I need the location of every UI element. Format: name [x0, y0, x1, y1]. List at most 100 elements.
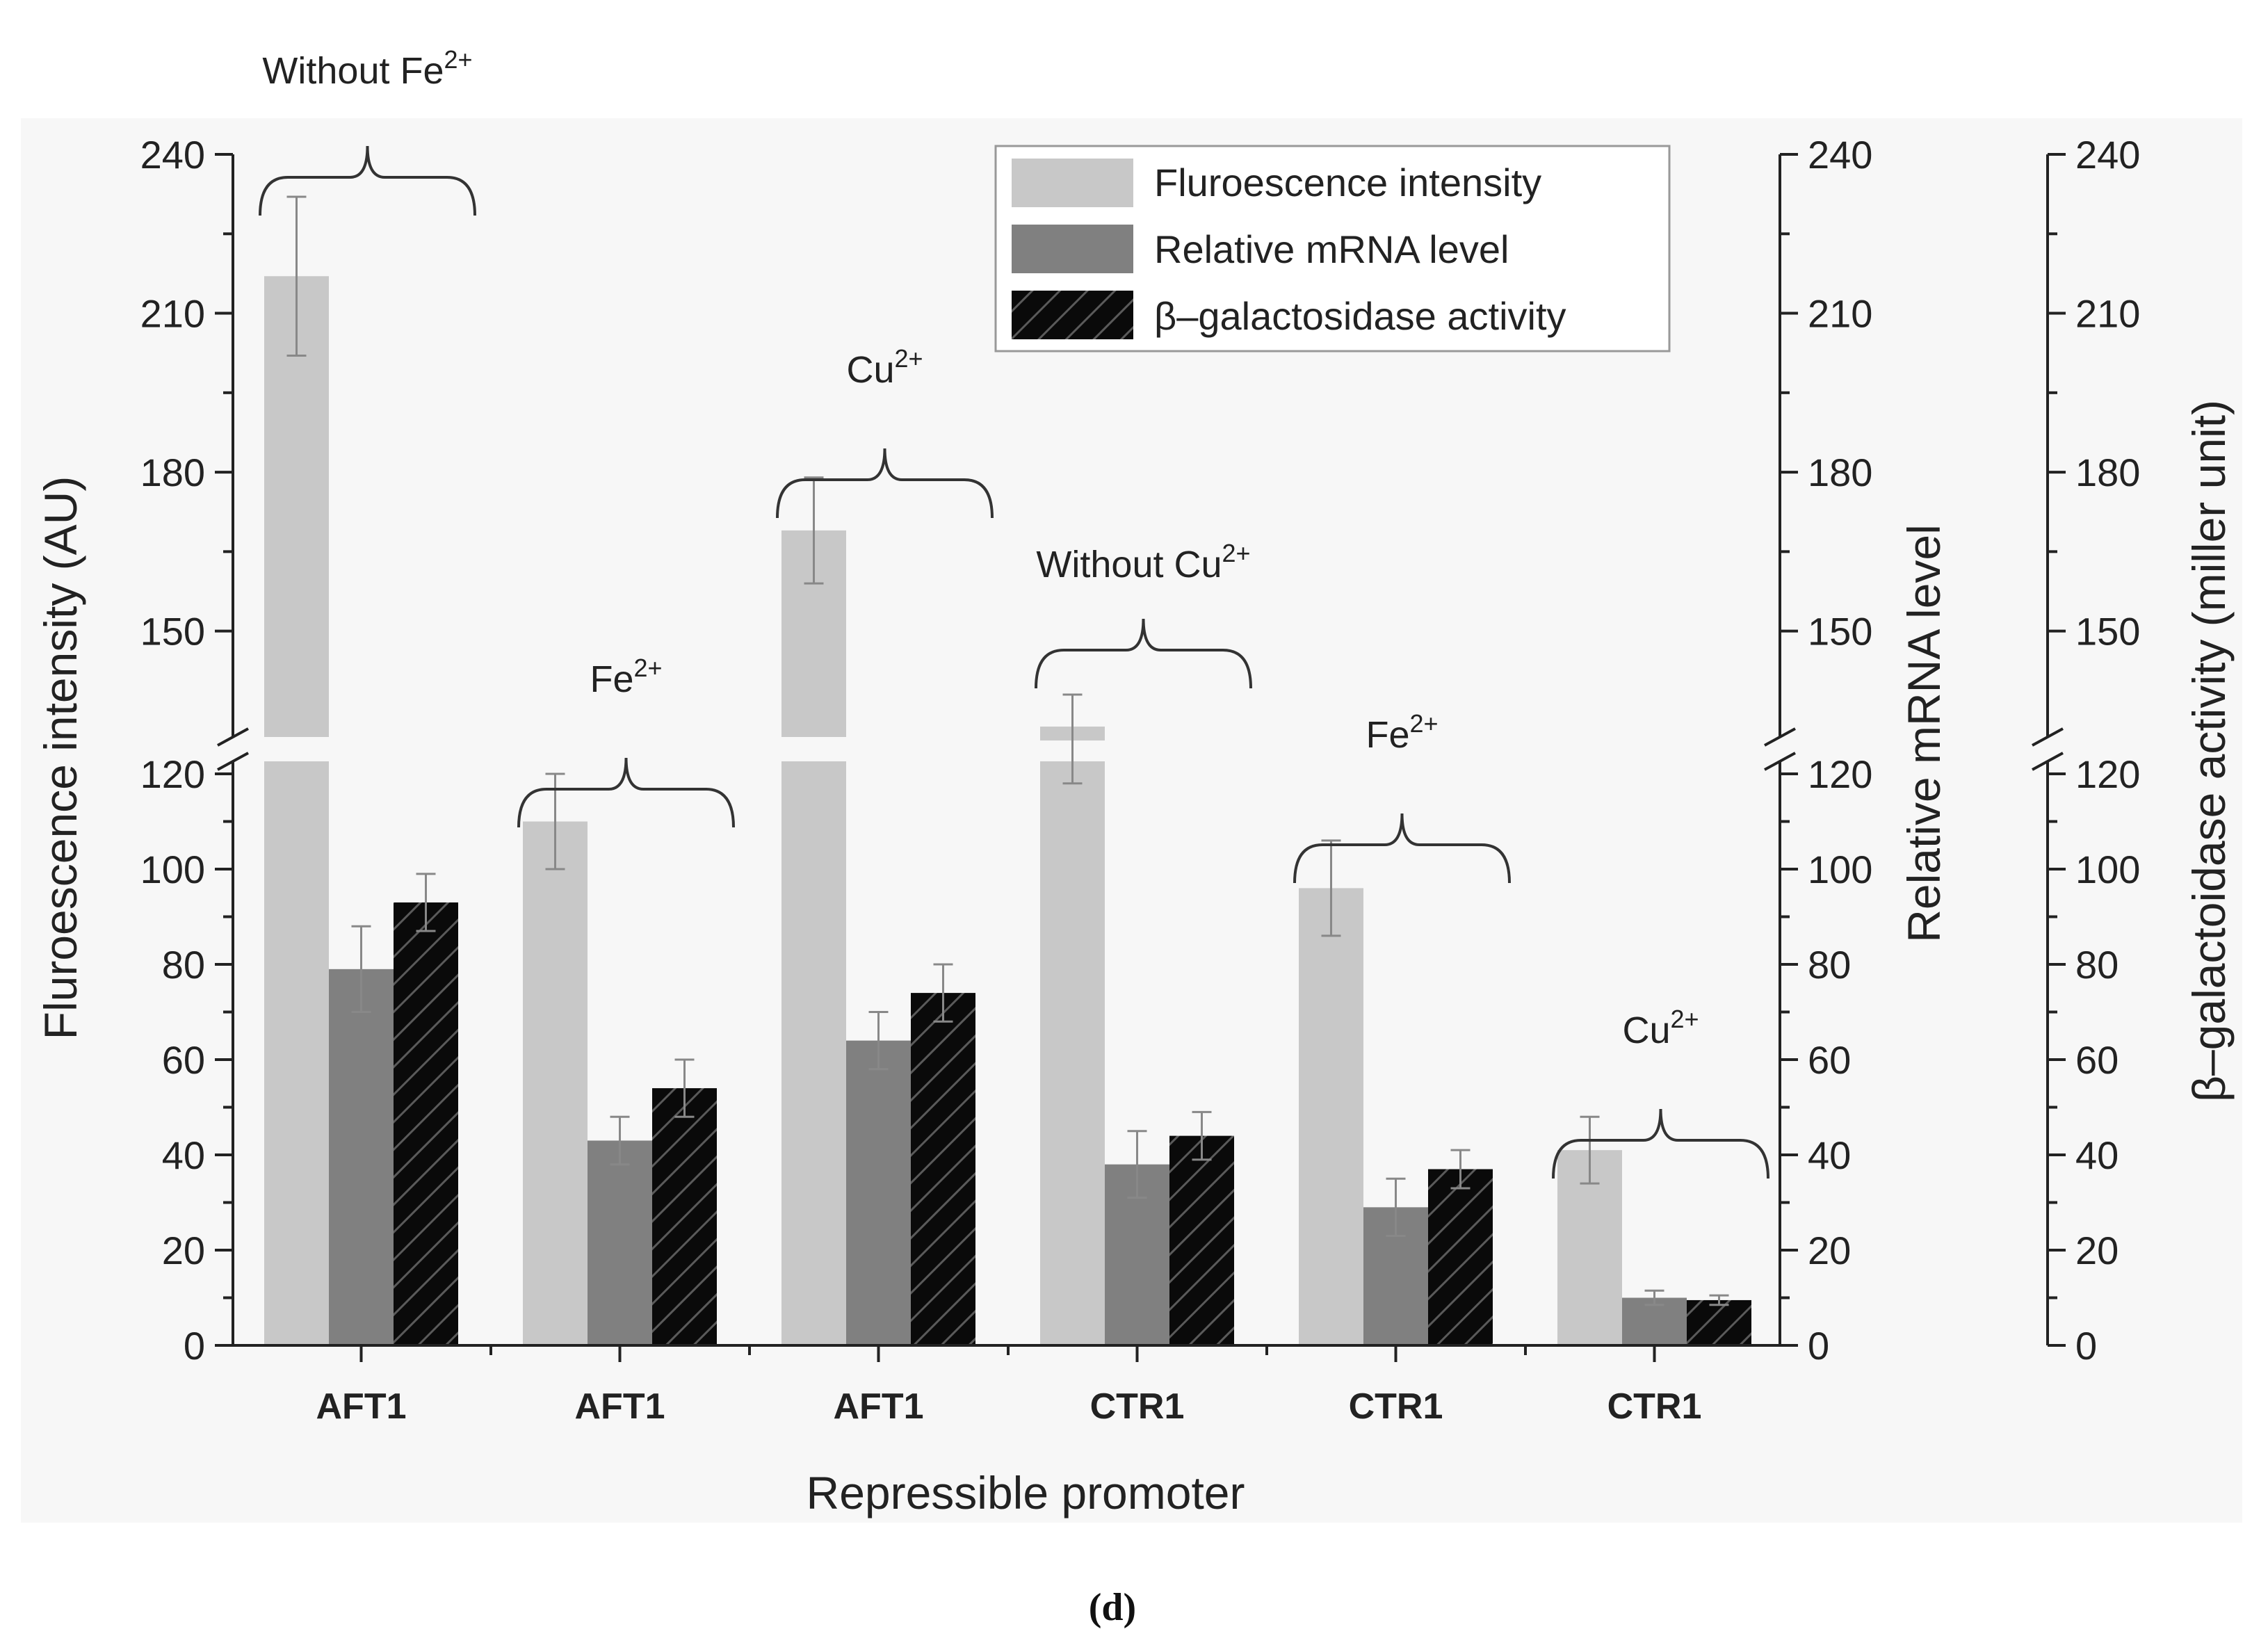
legend-label-fluorescence: Fluroescence intensity: [1154, 161, 1541, 204]
x-tick-label-2: AFT1: [575, 1386, 665, 1427]
legend: Fluroescence intensity Relative mRNA lev…: [994, 145, 1671, 353]
annotation-label-3: Cu2+: [846, 344, 923, 391]
y-tick-label-right-bgal: 0: [2075, 1324, 2097, 1368]
legend-label-bgal: β–galactosidase activity: [1154, 294, 1566, 338]
y-tick-label-right-mrna: 120: [1808, 752, 1872, 796]
annotation-label-2: Fe2+: [590, 654, 662, 700]
bar-bgal-3: [911, 993, 975, 1345]
error-bar-mrna-5: [1386, 1177, 1406, 1237]
y-tick-label-right-mrna: 180: [1808, 451, 1872, 494]
error-bar-bgal-1: [416, 873, 436, 932]
y-tick-label-right-bgal: 120: [2075, 752, 2140, 796]
bar-bgal-6: [1687, 1299, 1751, 1345]
bar-bgal-5: [1428, 1169, 1493, 1345]
annotation-bracket-1: [259, 145, 476, 216]
annotation-label-1: Without Fe2+: [262, 45, 472, 92]
annotation-bracket-2: [517, 757, 735, 828]
bar-bgal-2: [652, 1088, 717, 1345]
y-tick-label-left: 100: [140, 848, 205, 891]
y-axis-right-mrna: [1764, 153, 1798, 1347]
y-tick-label-right-bgal: 240: [2075, 133, 2140, 177]
bar-fluorescence-5: [1299, 888, 1363, 1345]
bar-mrna-1: [329, 969, 394, 1345]
y-tick-label-right-bgal: 180: [2075, 451, 2140, 494]
error-bar-fluorescence-6: [1580, 1115, 1600, 1185]
y-tick-label-left: 180: [140, 451, 205, 494]
error-bar-fluorescence-1: [286, 195, 307, 357]
legend-label-mrna: Relative mRNA level: [1154, 227, 1509, 271]
bar-mrna-2: [588, 1140, 652, 1345]
error-bar-mrna-1: [351, 925, 371, 1013]
bars-layer: [264, 276, 1751, 1345]
y-tick-label-right-bgal: 210: [2075, 292, 2140, 336]
y-tick-label-right-mrna: 20: [1808, 1229, 1851, 1272]
annotation-bracket-4: [1035, 618, 1252, 689]
y-tick-label-left: 80: [162, 943, 205, 987]
error-bar-mrna-2: [610, 1115, 630, 1166]
x-tick-label-4: CTR1: [1090, 1386, 1185, 1427]
bar-fluorescence-1-lower: [264, 761, 329, 1345]
annotation-label-4: Without Cu2+: [1036, 539, 1250, 585]
y-tick-label-left: 120: [140, 752, 205, 796]
y-tick-label-right-bgal: 80: [2075, 943, 2119, 987]
error-bar-bgal-4: [1192, 1110, 1212, 1161]
y-tick-label-left: 20: [162, 1229, 205, 1272]
y-tick-label-right-bgal: 150: [2075, 610, 2140, 654]
bar-fluorescence-2: [523, 821, 588, 1345]
y-tick-label-right-mrna: 150: [1808, 610, 1872, 654]
annotation-bracket-3: [776, 448, 994, 519]
y-tick-label-left: 210: [140, 292, 205, 336]
annotation-label-5: Fe2+: [1366, 709, 1438, 756]
annotation-layer: Without Fe2+ Fe2+ Cu2+ Without Cu2+ Fe2+ Cu2+: [259, 45, 1769, 1179]
y-tick-label-right-mrna: 210: [1808, 292, 1872, 336]
error-bar-bgal-5: [1450, 1149, 1471, 1190]
y-axis-left: [215, 153, 249, 1347]
y-tick-label-right-bgal: 20: [2075, 1229, 2119, 1272]
y-tick-label-right-bgal: 100: [2075, 848, 2140, 891]
legend-swatch-mrna: [1012, 225, 1133, 273]
y-tick-label-right-mrna: 80: [1808, 943, 1851, 987]
axes-layer: AFT1 AFT1 AFT1 CTR1 CTR1 CTR1 0 20 40 60 80 100 120 1…: [140, 133, 2141, 1427]
x-tick-label-5: CTR1: [1349, 1386, 1443, 1427]
y-tick-label-left: 150: [140, 610, 205, 654]
annotation-label-6: Cu2+: [1622, 1005, 1699, 1051]
figure-caption: (d): [1089, 1586, 1136, 1629]
x-tick-label-1: AFT1: [316, 1386, 407, 1427]
y-tick-label-right-mrna: 60: [1808, 1038, 1851, 1082]
bar-mrna-3: [846, 1040, 911, 1345]
bar-fluorescence-4-lower: [1040, 761, 1105, 1345]
error-bar-mrna-4: [1127, 1130, 1147, 1199]
y-axis-title-right-mrna: Relative mRNA level: [1898, 524, 1950, 943]
y-axis-right-bgal: [2032, 153, 2066, 1347]
error-bar-fluorescence-5: [1321, 839, 1341, 937]
legend-swatch-fluorescence: [1012, 159, 1133, 207]
y-tick-label-right-mrna: 40: [1808, 1133, 1851, 1177]
y-tick-label-left: 0: [184, 1324, 205, 1368]
x-tick-label-6: CTR1: [1607, 1386, 1702, 1427]
y-tick-label-right-mrna: 240: [1808, 133, 1872, 177]
y-tick-label-right-bgal: 40: [2075, 1133, 2119, 1177]
y-axis-title-right-bgal: β–galactoidase activity (miller unit): [2183, 400, 2235, 1102]
y-tick-label-right-bgal: 60: [2075, 1038, 2119, 1082]
x-axis: [233, 1344, 1780, 1362]
x-tick-label-3: AFT1: [834, 1386, 924, 1427]
error-bar-mrna-3: [868, 1011, 889, 1071]
y-tick-label-left: 60: [162, 1038, 205, 1082]
y-tick-label-right-mrna: 0: [1808, 1324, 1829, 1368]
annotation-bracket-6: [1552, 1108, 1769, 1179]
error-bar-bgal-2: [674, 1058, 695, 1118]
x-axis-title: Repressible promoter: [807, 1467, 1245, 1519]
bar-bgal-4: [1169, 1135, 1234, 1345]
error-bars-layer: [286, 195, 1729, 1306]
bar-bgal-1: [394, 902, 458, 1345]
error-bar-mrna-6: [1644, 1289, 1664, 1306]
y-tick-label-right-mrna: 100: [1808, 848, 1872, 891]
y-tick-label-left: 40: [162, 1133, 205, 1177]
bar-fluorescence-3-lower: [781, 761, 846, 1345]
error-bar-fluorescence-3: [804, 476, 824, 585]
error-bar-bgal-6: [1709, 1294, 1729, 1306]
y-tick-label-left: 240: [140, 133, 205, 177]
annotation-bracket-5: [1293, 813, 1511, 884]
error-bar-bgal-3: [933, 963, 953, 1023]
